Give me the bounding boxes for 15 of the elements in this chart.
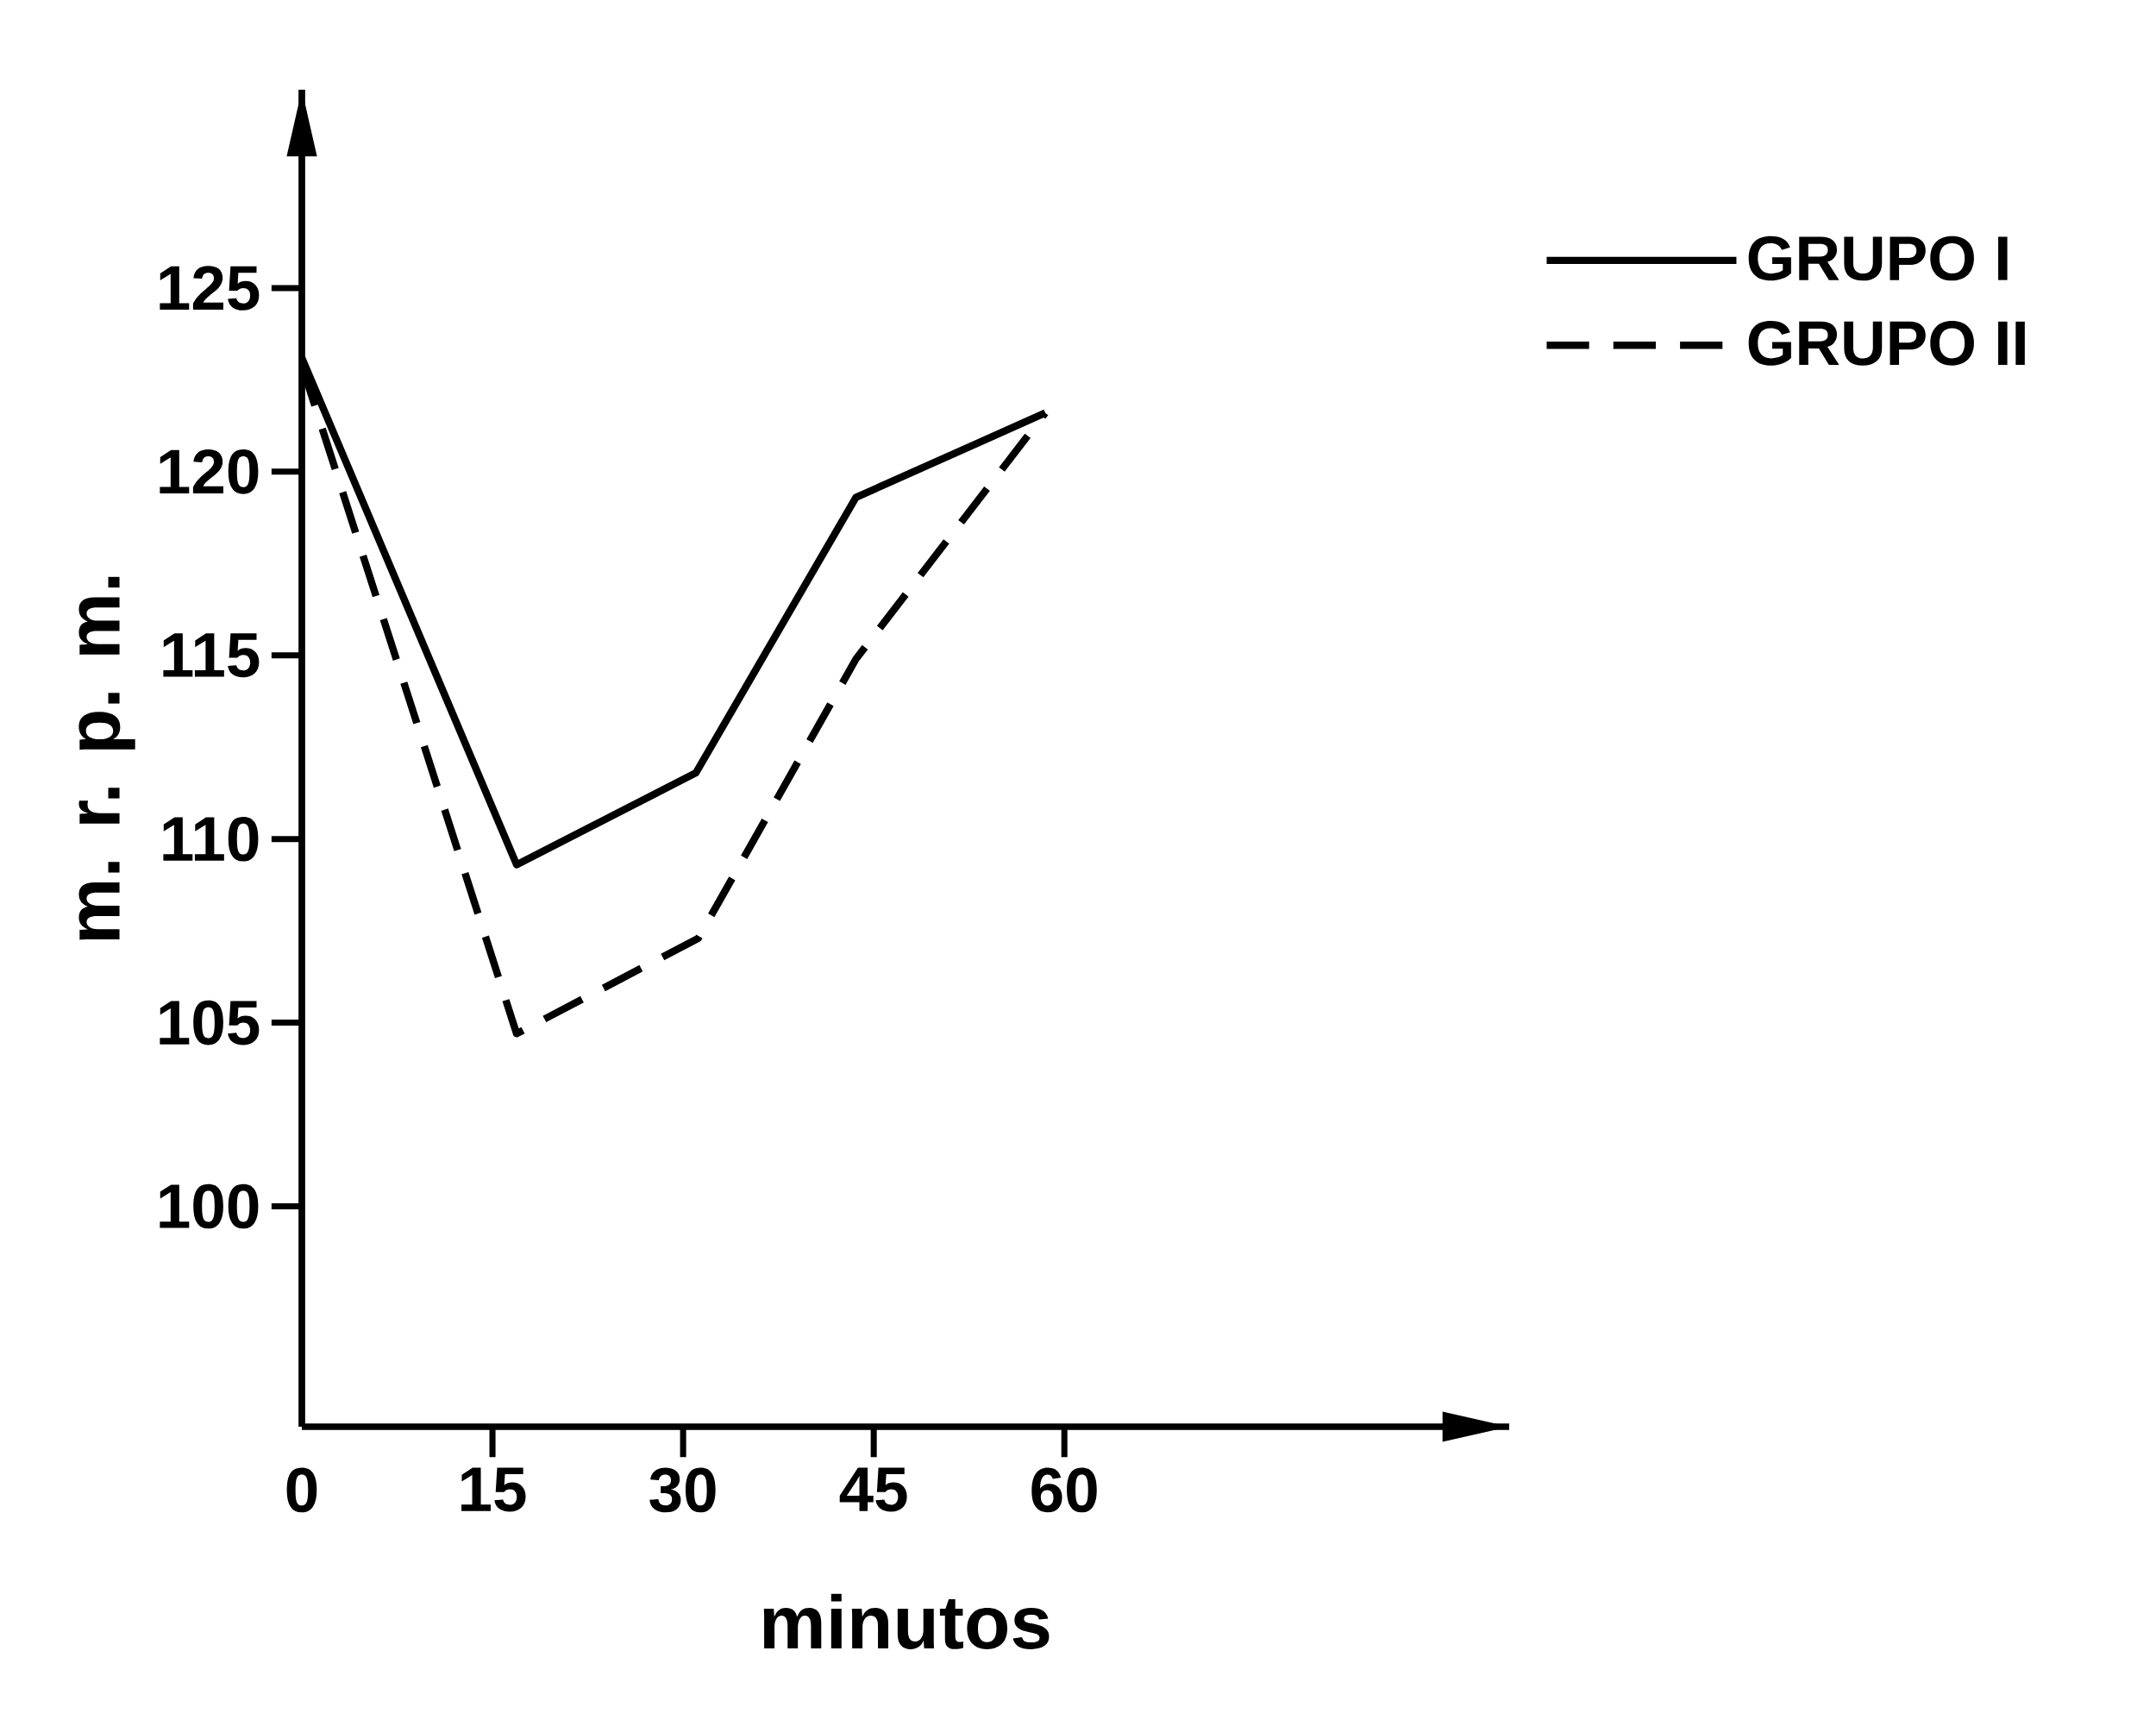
x-tick-label: 30 [649,1467,716,1513]
y-tick-label: 125 [160,266,260,311]
y-tick-label: 120 [160,449,259,494]
y-tick-label: 115 [163,633,260,678]
x-tick-label: 0 [286,1467,317,1513]
legend-label: GRUPO II [1748,321,2025,366]
x-tick-label: 60 [1031,1467,1097,1513]
x-tick-label: 45 [839,1467,907,1512]
legend-label: GRUPO I [1748,235,2008,281]
x-axis-title: minutos [763,1593,1050,1649]
y-tick-label: 110 [163,816,259,862]
y-axis-title: m. r. p. m. [78,576,135,940]
y-tick-label: 105 [160,1000,260,1045]
y-tick-label: 100 [160,1183,259,1229]
x-tick-label: 15 [461,1467,526,1512]
